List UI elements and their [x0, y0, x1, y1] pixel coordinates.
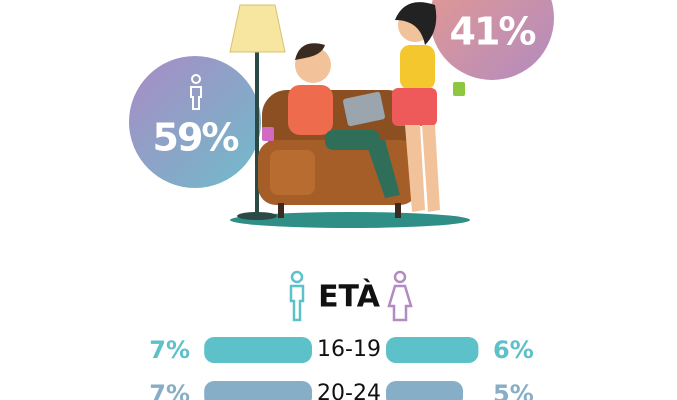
- gender-label: 59%: [153, 116, 239, 160]
- value-right: 6%: [493, 336, 534, 364]
- bar-right: [386, 337, 479, 363]
- icon-head: [191, 74, 201, 84]
- gender-circle: [430, 0, 554, 80]
- icon-body: [190, 86, 202, 110]
- value-left: 7%: [149, 380, 190, 400]
- gender-label: 41%: [450, 10, 536, 54]
- bar-left: [204, 381, 312, 400]
- bar-left: [204, 337, 312, 363]
- bar-right: [386, 381, 463, 400]
- icons: [289, 270, 413, 322]
- male-icon: [190, 74, 202, 110]
- gender-circle: [129, 56, 261, 188]
- value-left: 7%: [149, 336, 190, 364]
- illustration: [229, 2, 470, 228]
- age-label: 16-19: [317, 337, 381, 362]
- section-title: ETÀ: [318, 279, 381, 315]
- value-right: 5%: [493, 380, 534, 400]
- age-label: 20-24: [317, 381, 381, 400]
- gender-circles: 59% 41%: [129, 0, 554, 188]
- age-rows: 16-19 7% 6% 20-24 7% 5%: [149, 336, 534, 400]
